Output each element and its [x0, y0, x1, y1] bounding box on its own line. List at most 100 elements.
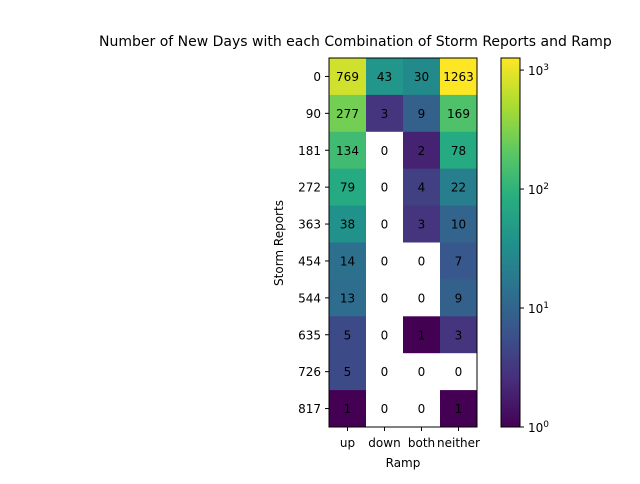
heatmap-cell [329, 205, 367, 243]
colorbar-tick-label: 102 [528, 182, 549, 197]
cell-value-label: 0 [381, 218, 389, 232]
heatmap-cell [440, 205, 478, 243]
heatmap-cell [440, 316, 478, 354]
colorbar-tick-label: 100 [528, 420, 549, 435]
cell-value-label: 79 [340, 181, 355, 195]
y-tick-label: 544 [298, 291, 321, 305]
heatmap-cell [329, 58, 367, 96]
cell-value-label: 1 [344, 402, 352, 416]
cell-value-label: 3 [418, 218, 426, 232]
heatmap-cell [403, 58, 441, 96]
colorbar [500, 57, 521, 428]
cell-value-label: 1 [455, 402, 463, 416]
heatmap-cell [329, 279, 367, 317]
cell-value-label: 9 [455, 291, 463, 305]
x-tick-label: neither [437, 436, 480, 450]
y-axis: 0 90 181 272 363 454 544 635 726 817 [298, 70, 329, 416]
heatmap-cell [329, 94, 367, 133]
x-tick-label: up [340, 436, 355, 450]
colorbar-tick-label: 103 [528, 63, 549, 78]
x-tick-label: both [408, 436, 435, 450]
heatmap-cell [440, 131, 478, 170]
heatmap-cell [366, 316, 404, 354]
cell-value-label: 1263 [443, 70, 474, 84]
cell-value-label: 134 [336, 144, 359, 158]
cell-value-label: 4 [418, 181, 426, 195]
cell-value-label: 0 [381, 402, 389, 416]
heatmap-cell [329, 242, 367, 280]
heatmap-cell [440, 390, 478, 428]
heatmap-cell [440, 353, 478, 391]
cell-value-label: 43 [377, 70, 392, 84]
heatmap-cell [403, 390, 441, 428]
heatmap-cell [366, 242, 404, 280]
cell-value-label: 3 [381, 107, 389, 121]
y-tick-label: 181 [298, 144, 321, 158]
heatmap-cell [366, 390, 404, 428]
heatmap-cell [440, 279, 478, 317]
heatmap-cell [440, 94, 478, 133]
heatmap-cell [329, 168, 367, 207]
heatmap-cell [403, 205, 441, 243]
cell-value-label: 78 [451, 144, 466, 158]
heatmap-cell [366, 131, 404, 170]
y-tick-label: 454 [298, 254, 321, 268]
heatmap-cell [403, 168, 441, 207]
colorbar-ticks: 100 101 102 103 [520, 63, 549, 435]
cell-value-label: 0 [381, 254, 389, 268]
heatmap-cell [366, 94, 404, 133]
heatmap-cell [366, 353, 404, 391]
heatmap-cell [403, 316, 441, 354]
heatmap-cell [440, 58, 478, 96]
cell-value-label: 3 [455, 328, 463, 342]
cell-value-label: 769 [336, 70, 359, 84]
cell-value-label: 14 [340, 254, 355, 268]
y-tick-label: 817 [298, 402, 321, 416]
x-axis: up down both neither [340, 427, 480, 450]
heatmap-cell [403, 242, 441, 280]
heatmap-cell [329, 316, 367, 354]
heatmap-cell [440, 242, 478, 280]
y-tick-label: 635 [298, 328, 321, 342]
y-tick-label: 363 [298, 218, 321, 232]
y-axis-label: Storm Reports [272, 200, 286, 286]
heatmap-cell [403, 131, 441, 170]
y-tick-label: 90 [306, 107, 321, 121]
x-axis-label: Ramp [386, 456, 421, 470]
heatmap-cell [403, 279, 441, 317]
heatmap-cell [329, 353, 367, 391]
y-tick-label: 726 [298, 365, 321, 379]
heatmap-cell [366, 279, 404, 317]
heatmap-cell [440, 168, 478, 207]
cell-value-label: 0 [381, 291, 389, 305]
cell-value-label: 2 [418, 144, 426, 158]
heatmap-cells [329, 58, 478, 428]
cell-value-label: 0 [455, 365, 463, 379]
cell-value-label: 10 [451, 218, 466, 232]
heatmap-cell [329, 131, 367, 170]
cell-value-label: 9 [418, 107, 426, 121]
cell-value-label: 0 [381, 328, 389, 342]
cell-value-label: 13 [340, 291, 355, 305]
heatmap-cell [366, 205, 404, 243]
cell-value-label: 5 [344, 365, 352, 379]
x-tick-label: down [368, 436, 400, 450]
heatmap-cell [366, 168, 404, 207]
cell-value-label: 5 [344, 328, 352, 342]
cell-value-label: 0 [418, 291, 426, 305]
heatmap-cell [329, 390, 367, 428]
heatmap-cell [366, 58, 404, 96]
cell-value-label: 0 [418, 365, 426, 379]
chart-title: Number of New Days with each Combination… [99, 34, 612, 50]
y-tick-label: 272 [298, 181, 321, 195]
y-tick-label: 0 [313, 70, 321, 84]
cell-value-label: 277 [336, 107, 359, 121]
colorbar-tick-label: 101 [528, 301, 549, 316]
cell-value-label: 169 [447, 107, 470, 121]
cell-value-label: 0 [381, 365, 389, 379]
cell-value-label: 0 [381, 181, 389, 195]
cell-value-label: 0 [418, 254, 426, 268]
heatmap-cell [403, 353, 441, 391]
